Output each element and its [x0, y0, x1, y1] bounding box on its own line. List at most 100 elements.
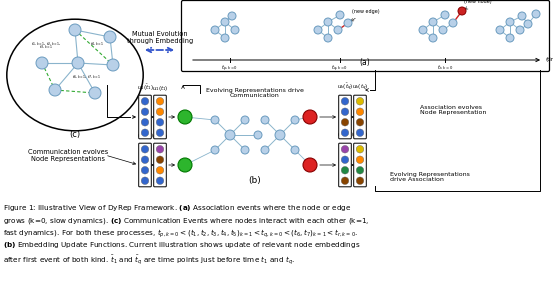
Circle shape: [221, 18, 229, 26]
Text: Evolving Representations drive
Communication: Evolving Representations drive Communica…: [206, 87, 304, 98]
Circle shape: [356, 108, 364, 115]
Circle shape: [49, 84, 61, 96]
Text: (b): (b): [249, 176, 262, 184]
Circle shape: [449, 19, 457, 27]
Circle shape: [261, 116, 269, 124]
Circle shape: [104, 31, 116, 43]
Text: $u_k$: $u_k$: [306, 113, 314, 121]
Circle shape: [341, 156, 349, 164]
Text: $t_{p,k=0}$: $t_{p,k=0}$: [222, 64, 238, 74]
Text: $u_2(\bar{t}_1)$: $u_2(\bar{t}_1)$: [137, 131, 153, 141]
Circle shape: [156, 166, 164, 174]
Text: $t_{6,k=1}, t_{7,k=1}$: $t_{6,k=1}, t_{7,k=1}$: [72, 73, 102, 81]
Text: Figure 1: Illustrative View of DyRep Framework. $\mathbf{(a)}$ Association event: Figure 1: Illustrative View of DyRep Fra…: [3, 203, 352, 213]
Circle shape: [356, 166, 364, 174]
Circle shape: [221, 34, 229, 42]
Text: Evolving Representations
drive Association: Evolving Representations drive Associati…: [390, 172, 470, 182]
Circle shape: [178, 110, 192, 124]
Circle shape: [141, 166, 149, 174]
Circle shape: [275, 130, 285, 140]
Circle shape: [524, 20, 532, 28]
Circle shape: [141, 119, 149, 126]
Circle shape: [429, 34, 437, 42]
Circle shape: [341, 177, 349, 184]
Circle shape: [419, 26, 427, 34]
Text: (c): (c): [70, 131, 81, 139]
FancyBboxPatch shape: [338, 143, 351, 187]
Circle shape: [178, 158, 192, 172]
Text: $u_k(t_q)$: $u_k(t_q)$: [352, 83, 368, 93]
Circle shape: [344, 19, 352, 27]
Circle shape: [156, 119, 164, 126]
Circle shape: [211, 146, 219, 154]
Circle shape: [341, 166, 349, 174]
Circle shape: [516, 26, 524, 34]
Circle shape: [141, 129, 149, 137]
Circle shape: [225, 130, 235, 140]
Circle shape: [69, 24, 81, 36]
Text: $t_{q,k=0}$: $t_{q,k=0}$: [331, 64, 348, 74]
Text: $u_3$: $u_3$: [306, 161, 314, 169]
Circle shape: [141, 108, 149, 115]
Circle shape: [458, 7, 466, 15]
Circle shape: [356, 156, 364, 164]
Text: (a): (a): [359, 58, 371, 67]
FancyBboxPatch shape: [354, 143, 366, 187]
Circle shape: [336, 11, 344, 19]
FancyBboxPatch shape: [354, 95, 366, 139]
Circle shape: [141, 156, 149, 164]
Text: $u_2(t_1)$: $u_2(t_1)$: [152, 132, 168, 141]
Circle shape: [228, 12, 236, 20]
Circle shape: [324, 34, 332, 42]
Text: $u_3(\bar{t}_q)$: $u_3(\bar{t}_q)$: [337, 130, 353, 141]
Circle shape: [141, 145, 149, 153]
FancyBboxPatch shape: [154, 143, 166, 187]
Circle shape: [141, 177, 149, 184]
Text: $u_k(\bar{t}_q)$: $u_k(\bar{t}_q)$: [337, 82, 353, 93]
Ellipse shape: [7, 19, 143, 131]
Text: Communication evolves
Node Representations: Communication evolves Node Representatio…: [28, 148, 108, 162]
Circle shape: [156, 145, 164, 153]
Circle shape: [261, 146, 269, 154]
Circle shape: [334, 26, 342, 34]
FancyBboxPatch shape: [338, 95, 351, 139]
Circle shape: [141, 97, 149, 105]
Circle shape: [341, 129, 349, 137]
FancyBboxPatch shape: [139, 143, 152, 187]
Circle shape: [291, 146, 299, 154]
Circle shape: [496, 26, 504, 34]
Circle shape: [506, 34, 514, 42]
Circle shape: [341, 119, 349, 126]
Circle shape: [356, 177, 364, 184]
Circle shape: [303, 110, 317, 124]
Text: $t_{r,k=0}$: $t_{r,k=0}$: [437, 64, 453, 72]
Text: $\mathbf{(b)}$ Embedding Update Functions. Current illustration shows update of : $\mathbf{(b)}$ Embedding Update Function…: [3, 241, 361, 251]
Circle shape: [356, 119, 364, 126]
Text: $u_1(t_1)$: $u_1(t_1)$: [152, 84, 168, 93]
Circle shape: [89, 87, 101, 99]
Text: Association evolves
Node Representation: Association evolves Node Representation: [420, 105, 487, 115]
Circle shape: [532, 10, 540, 18]
Text: $u_3(t_q)$: $u_3(t_q)$: [352, 131, 368, 141]
Circle shape: [156, 129, 164, 137]
Text: $u_1(\bar{t}_1)$: $u_1(\bar{t}_1)$: [137, 83, 153, 93]
FancyBboxPatch shape: [154, 95, 166, 139]
Circle shape: [291, 116, 299, 124]
Circle shape: [518, 12, 526, 20]
Text: $t_{1,k=1}, t_{2,k=1},$: $t_{1,k=1}, t_{2,k=1},$: [30, 40, 61, 48]
Text: after first event of both kind. $\bar{t}_1$ and $\bar{t}_q$ are time points just: after first event of both kind. $\bar{t}…: [3, 253, 295, 267]
Circle shape: [211, 116, 219, 124]
FancyBboxPatch shape: [139, 95, 152, 139]
Text: grows (k=0, slow dynamics). $\mathbf{(c)}$ Communication Events where nodes inte: grows (k=0, slow dynamics). $\mathbf{(c)…: [3, 215, 369, 225]
Text: (time): (time): [545, 58, 553, 62]
Circle shape: [341, 97, 349, 105]
Circle shape: [156, 108, 164, 115]
Circle shape: [356, 129, 364, 137]
Circle shape: [356, 145, 364, 153]
Circle shape: [439, 26, 447, 34]
Circle shape: [241, 146, 249, 154]
Circle shape: [303, 158, 317, 172]
Text: (new edge): (new edge): [351, 9, 379, 21]
Text: $t_{3,k=1}$: $t_{3,k=1}$: [39, 43, 53, 51]
Circle shape: [107, 59, 119, 71]
